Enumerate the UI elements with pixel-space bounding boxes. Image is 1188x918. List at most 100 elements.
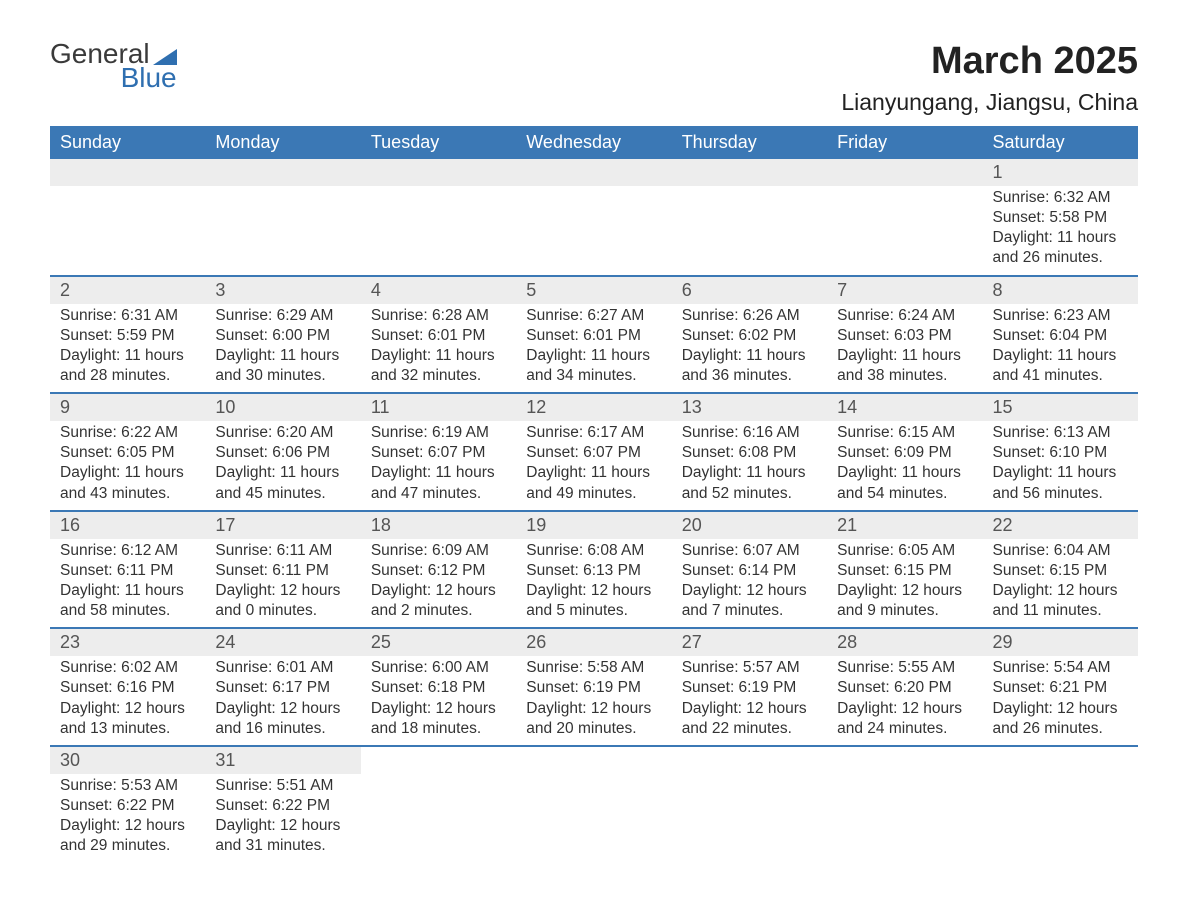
day-ss: Sunset: 6:03 PM	[837, 326, 972, 346]
day-ss: Sunset: 6:18 PM	[371, 678, 506, 698]
day-sr: Sunrise: 6:07 AM	[682, 541, 817, 561]
day-d1: Daylight: 12 hours	[993, 581, 1128, 601]
day-ss: Sunset: 6:22 PM	[60, 796, 195, 816]
weekday-header: Saturday	[983, 126, 1138, 159]
day-number-cell: 30	[50, 746, 205, 774]
day-ss: Sunset: 5:59 PM	[60, 326, 195, 346]
day-d2: and 54 minutes.	[837, 484, 972, 504]
day-d1: Daylight: 11 hours	[993, 346, 1128, 366]
day-detail-cell	[205, 186, 360, 276]
weekday-header: Thursday	[672, 126, 827, 159]
day-d1: Daylight: 11 hours	[371, 346, 506, 366]
month-title: March 2025	[841, 40, 1138, 83]
day-ss: Sunset: 6:02 PM	[682, 326, 817, 346]
day-number-cell: 19	[516, 511, 671, 539]
day-sr: Sunrise: 6:24 AM	[837, 306, 972, 326]
day-d2: and 26 minutes.	[993, 248, 1128, 268]
day-d1: Daylight: 11 hours	[837, 463, 972, 483]
day-detail-cell	[672, 186, 827, 276]
day-number-cell	[516, 159, 671, 186]
day-d2: and 32 minutes.	[371, 366, 506, 386]
day-d1: Daylight: 12 hours	[993, 699, 1128, 719]
day-detail-cell: Sunrise: 6:13 AMSunset: 6:10 PMDaylight:…	[983, 421, 1138, 511]
day-detail-cell	[361, 186, 516, 276]
day-ss: Sunset: 6:12 PM	[371, 561, 506, 581]
day-sr: Sunrise: 5:53 AM	[60, 776, 195, 796]
day-sr: Sunrise: 6:13 AM	[993, 423, 1128, 443]
day-sr: Sunrise: 6:11 AM	[215, 541, 350, 561]
day-number-cell	[50, 159, 205, 186]
day-ss: Sunset: 6:06 PM	[215, 443, 350, 463]
day-ss: Sunset: 6:04 PM	[993, 326, 1128, 346]
day-number-cell: 7	[827, 276, 982, 304]
day-detail-cell	[827, 774, 982, 863]
day-d1: Daylight: 11 hours	[993, 228, 1128, 248]
day-detail-cell: Sunrise: 6:08 AMSunset: 6:13 PMDaylight:…	[516, 539, 671, 629]
day-detail-cell: Sunrise: 6:20 AMSunset: 6:06 PMDaylight:…	[205, 421, 360, 511]
day-number-cell: 8	[983, 276, 1138, 304]
day-d2: and 18 minutes.	[371, 719, 506, 739]
day-d1: Daylight: 11 hours	[371, 463, 506, 483]
day-detail-cell: Sunrise: 6:23 AMSunset: 6:04 PMDaylight:…	[983, 304, 1138, 394]
day-d1: Daylight: 11 hours	[682, 463, 817, 483]
day-detail-cell: Sunrise: 5:58 AMSunset: 6:19 PMDaylight:…	[516, 656, 671, 746]
day-detail-cell: Sunrise: 6:01 AMSunset: 6:17 PMDaylight:…	[205, 656, 360, 746]
day-d2: and 45 minutes.	[215, 484, 350, 504]
day-number-cell: 13	[672, 393, 827, 421]
day-ss: Sunset: 6:08 PM	[682, 443, 817, 463]
day-number-cell: 16	[50, 511, 205, 539]
day-number-cell: 27	[672, 628, 827, 656]
day-detail-cell	[983, 774, 1138, 863]
day-d1: Daylight: 12 hours	[837, 699, 972, 719]
day-detail-cell: Sunrise: 6:05 AMSunset: 6:15 PMDaylight:…	[827, 539, 982, 629]
day-d2: and 56 minutes.	[993, 484, 1128, 504]
day-d2: and 5 minutes.	[526, 601, 661, 621]
day-ss: Sunset: 6:11 PM	[60, 561, 195, 581]
day-ss: Sunset: 6:09 PM	[837, 443, 972, 463]
day-ss: Sunset: 6:01 PM	[526, 326, 661, 346]
day-d2: and 16 minutes.	[215, 719, 350, 739]
day-d2: and 31 minutes.	[215, 836, 350, 856]
day-sr: Sunrise: 6:22 AM	[60, 423, 195, 443]
day-d2: and 49 minutes.	[526, 484, 661, 504]
day-sr: Sunrise: 6:15 AM	[837, 423, 972, 443]
day-sr: Sunrise: 6:01 AM	[215, 658, 350, 678]
day-sr: Sunrise: 6:05 AM	[837, 541, 972, 561]
day-d1: Daylight: 12 hours	[371, 581, 506, 601]
day-number-row: 16171819202122	[50, 511, 1138, 539]
day-d2: and 2 minutes.	[371, 601, 506, 621]
day-detail-cell: Sunrise: 6:29 AMSunset: 6:00 PMDaylight:…	[205, 304, 360, 394]
day-ss: Sunset: 6:10 PM	[993, 443, 1128, 463]
day-d1: Daylight: 12 hours	[526, 699, 661, 719]
day-detail-cell: Sunrise: 5:55 AMSunset: 6:20 PMDaylight:…	[827, 656, 982, 746]
day-sr: Sunrise: 6:09 AM	[371, 541, 506, 561]
day-ss: Sunset: 6:15 PM	[993, 561, 1128, 581]
day-d2: and 22 minutes.	[682, 719, 817, 739]
day-number-cell: 26	[516, 628, 671, 656]
day-number-cell	[361, 159, 516, 186]
day-ss: Sunset: 5:58 PM	[993, 208, 1128, 228]
day-d2: and 11 minutes.	[993, 601, 1128, 621]
day-d2: and 30 minutes.	[215, 366, 350, 386]
day-d2: and 36 minutes.	[682, 366, 817, 386]
day-number-cell	[205, 159, 360, 186]
day-number-row: 1	[50, 159, 1138, 186]
day-d2: and 20 minutes.	[526, 719, 661, 739]
day-number-cell: 6	[672, 276, 827, 304]
day-number-row: 23242526272829	[50, 628, 1138, 656]
day-ss: Sunset: 6:07 PM	[526, 443, 661, 463]
day-sr: Sunrise: 6:31 AM	[60, 306, 195, 326]
day-d1: Daylight: 11 hours	[993, 463, 1128, 483]
day-detail-cell: Sunrise: 6:12 AMSunset: 6:11 PMDaylight:…	[50, 539, 205, 629]
day-detail-cell: Sunrise: 6:31 AMSunset: 5:59 PMDaylight:…	[50, 304, 205, 394]
day-d1: Daylight: 11 hours	[837, 346, 972, 366]
day-number-cell: 9	[50, 393, 205, 421]
weekday-header: Friday	[827, 126, 982, 159]
day-number-cell	[827, 159, 982, 186]
day-d1: Daylight: 12 hours	[215, 581, 350, 601]
day-d1: Daylight: 11 hours	[60, 581, 195, 601]
day-number-cell: 12	[516, 393, 671, 421]
day-detail-cell: Sunrise: 6:16 AMSunset: 6:08 PMDaylight:…	[672, 421, 827, 511]
day-d1: Daylight: 12 hours	[60, 816, 195, 836]
day-ss: Sunset: 6:11 PM	[215, 561, 350, 581]
